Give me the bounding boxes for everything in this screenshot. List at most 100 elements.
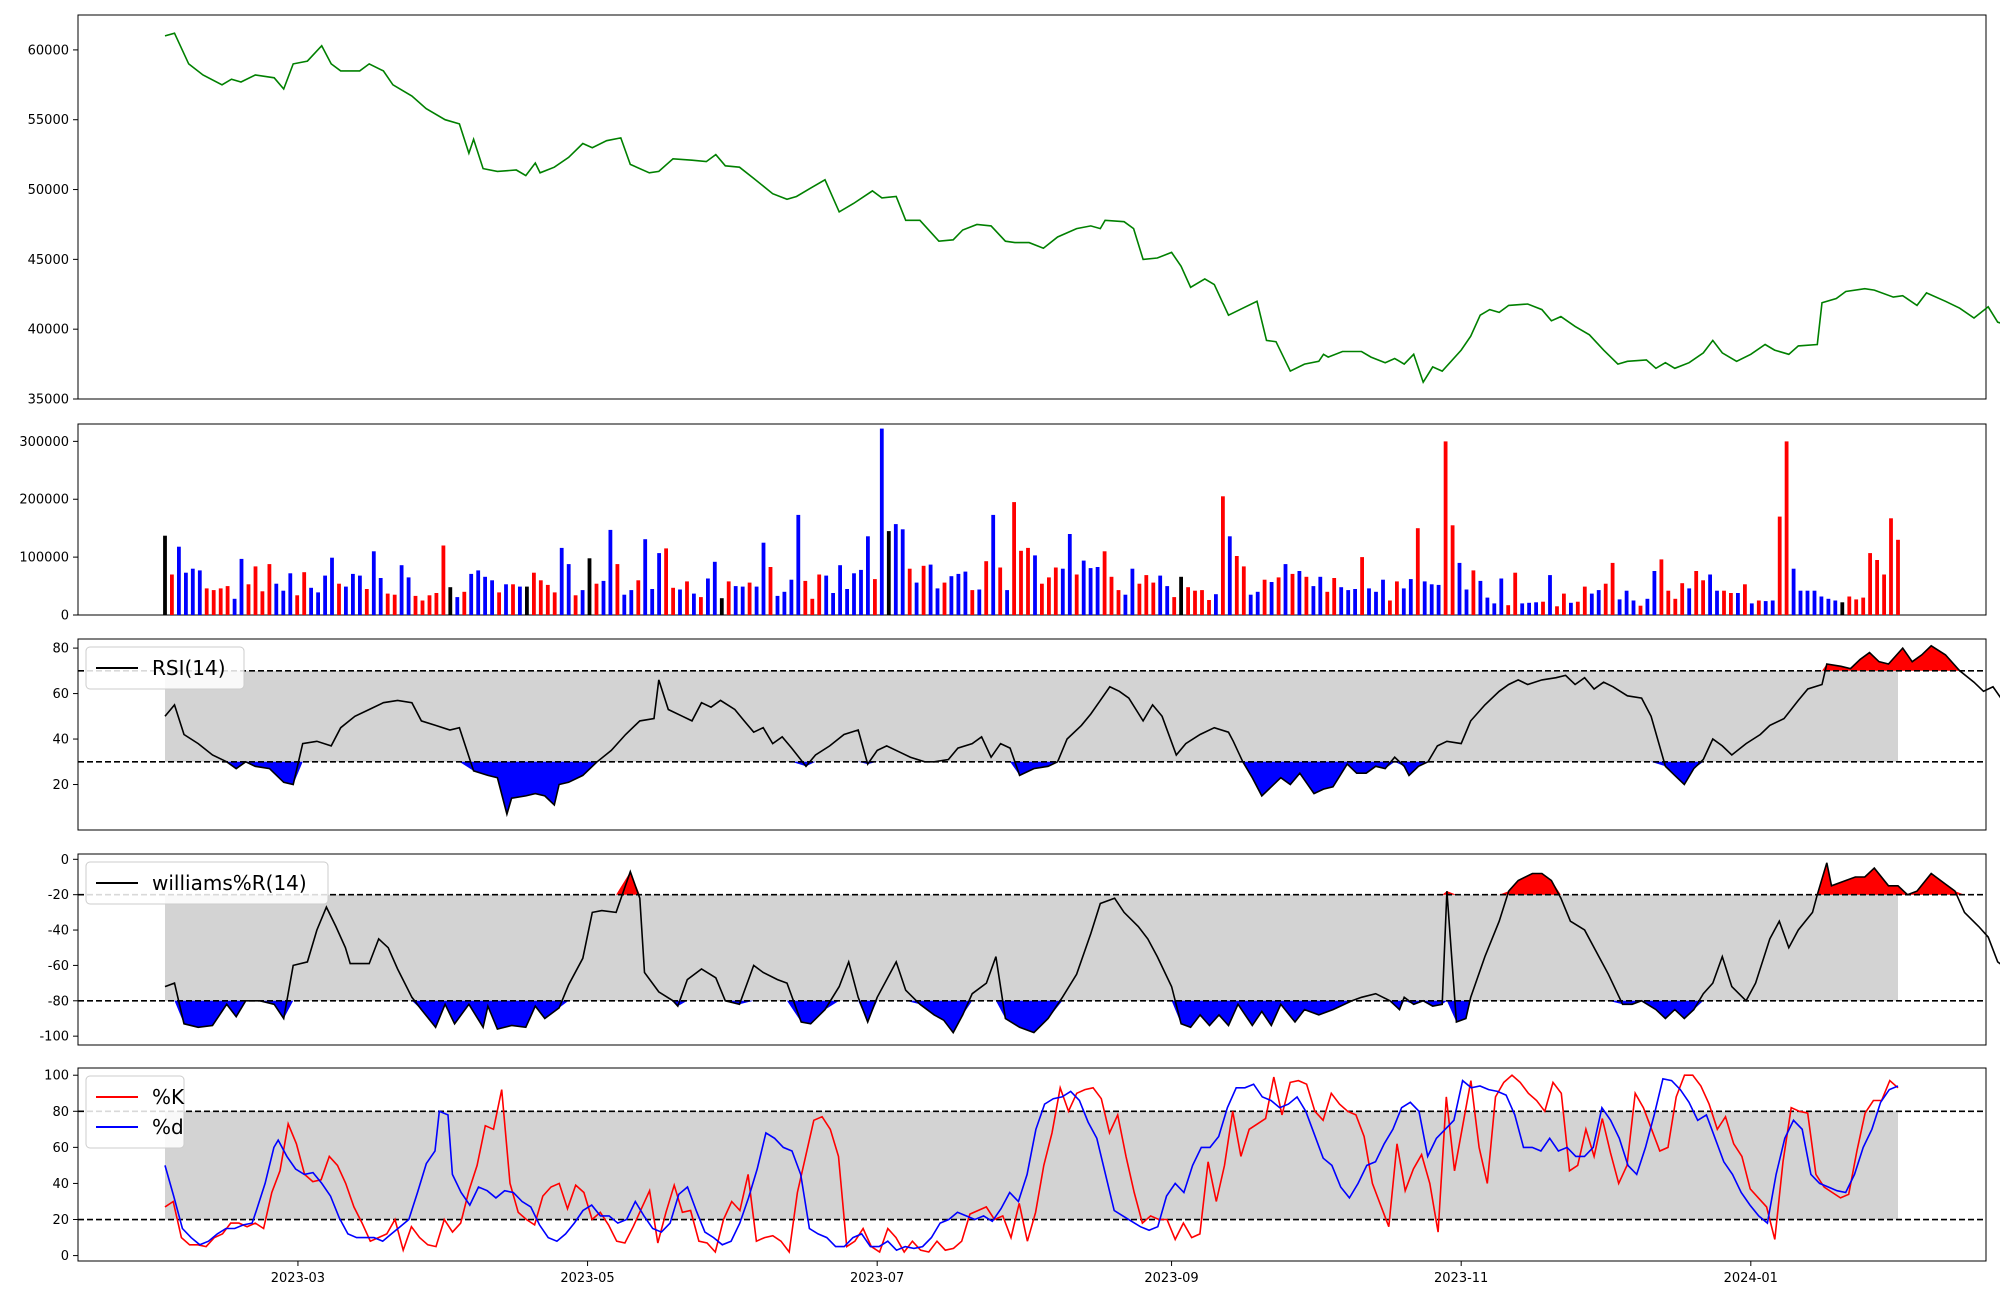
volume-bar	[406, 577, 411, 615]
volume-bar	[657, 553, 661, 615]
volume-bar	[879, 428, 884, 615]
volume-bar	[1499, 578, 1504, 615]
volume-bar	[789, 579, 794, 615]
rsi-frame	[77, 638, 1987, 831]
volume-bar	[177, 546, 181, 615]
volume-bar	[1186, 587, 1190, 615]
volume-bar	[1506, 605, 1511, 615]
volume-bar	[1631, 600, 1636, 615]
volume-bar	[1624, 590, 1629, 615]
price-frame	[77, 14, 1987, 400]
rsi-ytick-label: 20	[52, 778, 69, 793]
williams-panel: -100 -80 -60 -40 -20 0 williams%R(14)	[39, 853, 2000, 1046]
volume-bar	[504, 584, 508, 615]
volume-bar	[170, 574, 174, 615]
williams-ytick-label: -60	[48, 959, 69, 974]
volume-bar	[1318, 576, 1323, 615]
volume-panel: 0 100000 200000 300000	[19, 423, 1987, 624]
price-line	[164, 32, 2000, 385]
volume-ytick-label: 100000	[19, 551, 69, 566]
volume-bar	[1527, 602, 1531, 615]
price-ytick-label: 60000	[28, 43, 69, 58]
volume-bar	[552, 592, 557, 615]
volume-bar	[1485, 597, 1490, 615]
volume-bar	[1687, 588, 1692, 615]
volume-bar	[991, 514, 996, 615]
volume-bar	[1617, 599, 1622, 615]
volume-bar	[1360, 557, 1364, 615]
volume-bar	[1673, 598, 1678, 615]
volume-bar	[1610, 562, 1615, 615]
x-tick-label: 2023-07	[850, 1271, 904, 1286]
x-tick-label: 2023-11	[1434, 1271, 1488, 1286]
volume-bar	[1756, 600, 1761, 615]
volume-bar	[1214, 594, 1218, 615]
volume-bar	[1638, 605, 1643, 615]
volume-bar	[1332, 578, 1337, 615]
volume-bar	[650, 589, 655, 615]
volume-bar	[1429, 584, 1434, 615]
volume-bar	[1269, 582, 1274, 615]
volume-bar	[1722, 590, 1726, 615]
volume-bar	[413, 595, 418, 615]
volume-bar	[434, 593, 439, 615]
volume-bar	[1708, 574, 1712, 615]
rsi-legend-box	[85, 646, 245, 690]
volume-bar	[1763, 601, 1768, 615]
volume-bar	[622, 594, 627, 615]
williams-line	[164, 862, 2000, 1035]
volume-bar	[1541, 601, 1545, 615]
volume-bar	[378, 578, 383, 615]
volume-bar	[1422, 581, 1427, 615]
volume-bar	[1040, 583, 1044, 615]
volume-bar	[845, 589, 849, 615]
volume-bar	[1381, 579, 1385, 615]
volume-bar	[1221, 496, 1225, 615]
volume-bar	[545, 584, 550, 615]
volume-bar	[719, 598, 724, 615]
volume-bar	[1666, 590, 1671, 615]
volume-bar	[274, 583, 279, 615]
volume-bar	[1123, 594, 1128, 615]
volume-bar	[1227, 536, 1232, 615]
volume-bar	[1471, 570, 1476, 615]
volume-bar	[796, 514, 801, 615]
volume-bar	[1798, 590, 1803, 615]
volume-bar	[914, 582, 919, 615]
volume-bar	[1026, 547, 1030, 615]
volume-bar	[803, 580, 808, 615]
volume-bar	[197, 570, 202, 615]
volume-bar	[427, 595, 432, 615]
stochastic-ytick-label: 60	[52, 1141, 69, 1156]
volume-bar	[1374, 591, 1378, 615]
rsi-ytick-label: 60	[52, 687, 69, 702]
volume-bar	[1819, 596, 1824, 615]
price-ytick-label: 50000	[28, 183, 69, 198]
volume-bar	[921, 565, 926, 615]
volume-bar	[490, 580, 494, 615]
volume-bar	[685, 581, 689, 615]
volume-bar	[190, 568, 195, 615]
volume-bar	[351, 573, 355, 615]
volume-bar	[1401, 588, 1406, 615]
volume-bar	[1172, 597, 1177, 615]
volume-bar	[1582, 586, 1587, 615]
volume-bar	[518, 586, 522, 615]
volume-bar	[900, 529, 905, 615]
volume-bar	[1395, 581, 1399, 615]
volume-bar	[1130, 568, 1135, 615]
volume-bar	[1833, 600, 1838, 615]
volume-bar	[1457, 562, 1462, 615]
volume-bar	[1791, 568, 1796, 615]
price-ytick-label: 40000	[28, 323, 69, 338]
volume-bar	[580, 590, 585, 615]
stochastic-legend-label: %K	[152, 1085, 185, 1109]
volume-bar	[1443, 441, 1448, 615]
volume-bar	[754, 586, 759, 615]
volume-bar	[608, 529, 613, 615]
stochastic-legend-box	[85, 1075, 185, 1149]
volume-bar	[441, 545, 446, 615]
volume-bar	[1575, 601, 1580, 615]
volume-bar	[1589, 593, 1594, 615]
